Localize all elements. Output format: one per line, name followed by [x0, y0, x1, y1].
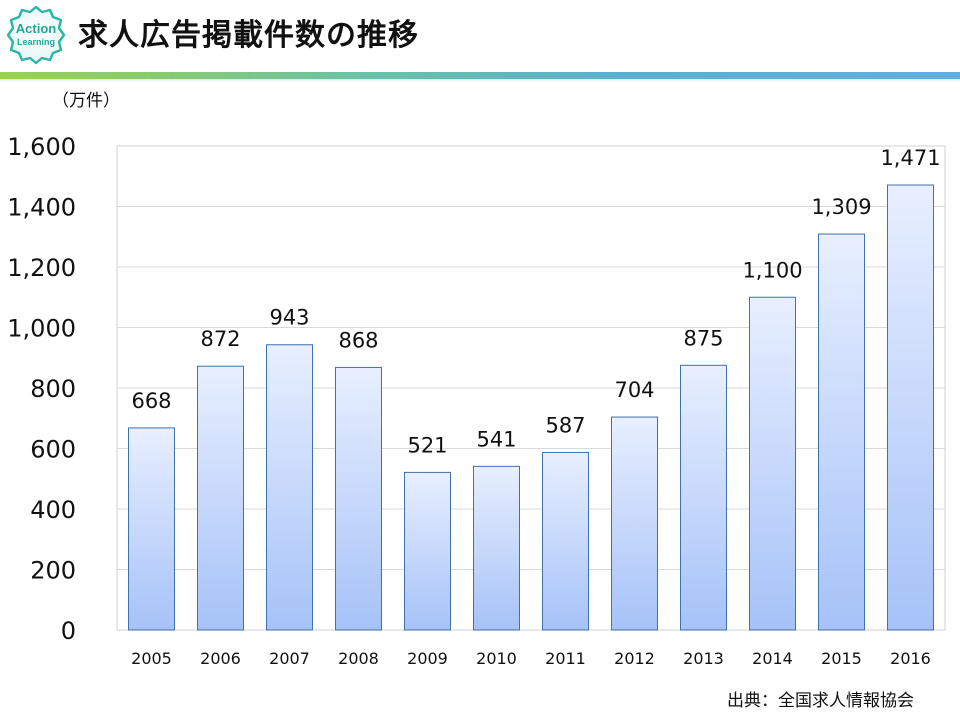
data-labels: 668 872 943 868 521 541 587 704 875 1,100 1,309 1,4…: [131, 146, 940, 457]
bar-2015: [818, 233, 865, 631]
bar-2009: [404, 471, 451, 631]
y-tick-label: 400: [30, 496, 76, 524]
x-tick-label-2008: 2008: [338, 649, 379, 668]
y-tick-label: 1,400: [7, 194, 76, 222]
x-tick-label-2010: 2010: [476, 649, 517, 668]
x-tick-label-2012: 2012: [614, 649, 655, 668]
data-label-2006: 872: [200, 327, 240, 351]
y-tick-label: 800: [30, 375, 76, 403]
bar-2012: [611, 416, 658, 631]
page-title: 求人広告掲載件数の推移: [78, 18, 419, 53]
bar-2007: [266, 344, 313, 631]
x-tick-label-2005: 2005: [131, 649, 172, 668]
data-label-2007: 943: [269, 306, 309, 330]
source-note: 出典：全国求人情報協会: [727, 691, 914, 711]
x-axis-tick-labels: 2005 2006 2007 2008 2009 2010 2011 2012 2013 2014…: [131, 649, 931, 668]
x-tick-label-2011: 2011: [545, 649, 586, 668]
bar-2011: [542, 451, 589, 631]
data-label-2015: 1,309: [811, 195, 871, 219]
title-divider-shadow: [0, 79, 960, 82]
data-label-2005: 668: [131, 389, 171, 413]
y-tick-label: 1,600: [7, 133, 76, 161]
x-tick-label-2015: 2015: [821, 649, 862, 668]
logo-badge-shape: [6, 5, 66, 65]
plot-area-frame: [116, 145, 946, 631]
bar-2006: [197, 365, 244, 631]
y-tick-label: 1,000: [7, 315, 76, 343]
bar-2005: [128, 427, 175, 631]
data-label-2014: 1,100: [742, 258, 802, 282]
y-axis-unit-label: （万件）: [52, 91, 120, 111]
data-label-2009: 521: [407, 433, 447, 457]
data-label-2012: 704: [614, 378, 654, 402]
bar-2010: [473, 465, 520, 631]
y-tick-label: 200: [30, 557, 76, 585]
data-label-2013: 875: [683, 326, 723, 350]
bar-2013: [680, 364, 727, 631]
data-label-2008: 868: [338, 328, 378, 352]
x-tick-label-2006: 2006: [200, 649, 241, 668]
title-divider: [0, 72, 960, 79]
action-learning-logo: Action Learning: [6, 5, 66, 65]
x-tick-label-2014: 2014: [752, 649, 793, 668]
bar-2016: [887, 184, 934, 631]
data-label-2016: 1,471: [880, 146, 940, 170]
y-tick-label: 600: [30, 436, 76, 464]
data-label-2011: 587: [545, 413, 585, 437]
y-axis-tick-labels: 0 200 400 600 800 1,000 1,200 1,400 1,600: [7, 133, 76, 645]
data-label-2010: 541: [476, 427, 516, 451]
x-tick-label-2016: 2016: [890, 649, 931, 668]
bar-2008: [335, 366, 382, 631]
logo-text-action: Action: [16, 21, 57, 36]
bars: [128, 184, 934, 631]
logo-text-learning: Learning: [17, 37, 55, 47]
x-tick-label-2009: 2009: [407, 649, 448, 668]
x-tick-label-2007: 2007: [269, 649, 310, 668]
x-tick-label-2013: 2013: [683, 649, 724, 668]
y-tick-label: 0: [61, 617, 76, 645]
bar-2014: [749, 296, 796, 631]
y-tick-label: 1,200: [7, 254, 76, 282]
